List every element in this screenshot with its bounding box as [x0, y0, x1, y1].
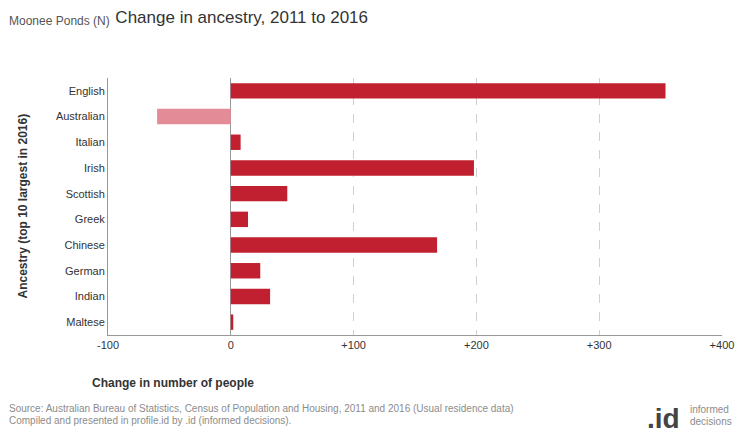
- svg-text:decisions: decisions: [690, 416, 732, 427]
- svg-text:Greek: Greek: [75, 213, 105, 225]
- svg-text:English: English: [69, 85, 105, 97]
- svg-text:German: German: [65, 265, 105, 277]
- svg-text:Source: Australian Bureau of S: Source: Australian Bureau of Statistics,…: [9, 403, 514, 414]
- svg-text:+200: +200: [464, 339, 489, 351]
- svg-text:informed: informed: [690, 404, 729, 415]
- svg-text:Irish: Irish: [84, 162, 105, 174]
- svg-text:0: 0: [228, 339, 234, 351]
- svg-text:.id: .id: [647, 403, 680, 434]
- svg-text:+100: +100: [341, 339, 366, 351]
- svg-text:Indian: Indian: [75, 290, 105, 302]
- svg-text:Compiled and presented in prof: Compiled and presented in profile.id by …: [9, 415, 291, 426]
- svg-text:Italian: Italian: [75, 136, 104, 148]
- svg-text:Scottish: Scottish: [66, 188, 105, 200]
- svg-text:Australian: Australian: [56, 110, 105, 122]
- svg-text:+400: +400: [710, 339, 735, 351]
- svg-text:Change in number of people: Change in number of people: [92, 376, 254, 390]
- svg-text:Moonee Ponds (N): Moonee Ponds (N): [9, 14, 110, 28]
- svg-text:-100: -100: [97, 339, 119, 351]
- svg-text:Ancestry (top 10 largest in 20: Ancestry (top 10 largest in 2016): [16, 114, 30, 299]
- svg-text:Change in ancestry, 2011 to 20: Change in ancestry, 2011 to 2016: [115, 8, 368, 27]
- svg-text:Chinese: Chinese: [64, 239, 104, 251]
- svg-text:+300: +300: [587, 339, 612, 351]
- svg-text:Maltese: Maltese: [66, 316, 105, 328]
